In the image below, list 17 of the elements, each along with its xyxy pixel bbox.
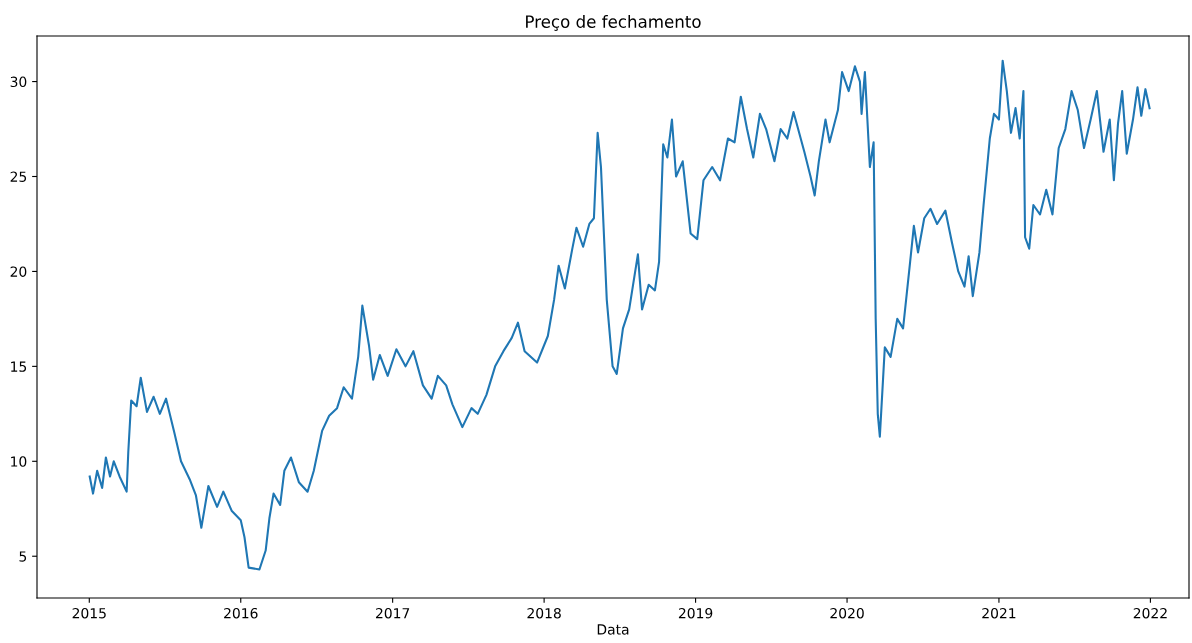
x-axis-title: Data	[597, 624, 629, 635]
y-tick-label: 25	[10, 171, 27, 182]
x-tick-label: 2017	[375, 607, 410, 619]
y-tick-label: 30	[10, 76, 27, 88]
x-tick-label: 2018	[527, 607, 561, 619]
line-series	[88, 59, 1151, 571]
y-tick-label: 20	[10, 266, 27, 277]
x-tick-label: 2019	[678, 607, 713, 619]
x-tick-label: 2022	[1133, 607, 1167, 619]
y-tick-label: 5	[19, 551, 27, 562]
x-tick-label: 2021	[982, 607, 1016, 619]
x-tick-label: 2020	[830, 607, 864, 619]
x-tick-label: 2016	[224, 607, 258, 619]
y-tick-label: 10	[11, 456, 27, 467]
chart-title: Preço de fechamento	[526, 15, 701, 31]
x-tick-label: 2015	[72, 607, 106, 619]
y-tick-label: 15	[11, 361, 27, 372]
